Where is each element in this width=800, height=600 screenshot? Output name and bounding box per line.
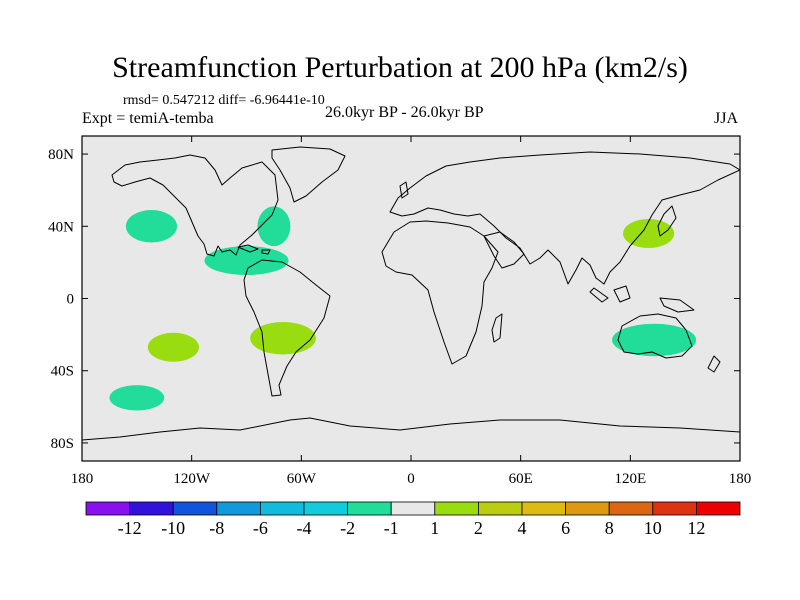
coastline-south-america xyxy=(243,259,331,397)
coastline-britain xyxy=(399,181,409,199)
coastline-africa xyxy=(381,220,499,365)
season-label: JJA xyxy=(714,110,739,127)
coastline-antarctica xyxy=(82,417,740,441)
chart-title: Streamfunction Perturbation at 200 hPa (… xyxy=(112,51,688,84)
anomaly-south-america-high xyxy=(250,321,316,355)
colorbar-label: -10 xyxy=(161,518,186,538)
colorbar-box xyxy=(434,501,479,516)
x-tick-label: 0 xyxy=(407,471,415,487)
anomaly-north-pacific-low xyxy=(125,210,178,243)
colorbar-box xyxy=(259,501,305,516)
colorbar-label: -8 xyxy=(209,518,225,538)
colorbar-box xyxy=(390,501,436,516)
x-tick-label: 180 xyxy=(71,471,94,487)
x-tick-label: 120W xyxy=(173,471,211,487)
colorbar-label: 6 xyxy=(561,518,571,538)
x-tick-label: 60E xyxy=(509,471,533,487)
coastline-cuba xyxy=(237,244,259,253)
colorbar-box xyxy=(172,501,218,516)
coastline-sumatra xyxy=(589,287,609,303)
coastline-hispaniola xyxy=(261,249,271,255)
anomaly-south-pacific-high xyxy=(147,332,199,362)
map-frame xyxy=(81,135,741,462)
colorbar-box xyxy=(347,501,392,516)
anomaly-north-atlantic-low xyxy=(257,206,291,247)
y-tick-label: 40N xyxy=(48,219,74,235)
colorbar-box xyxy=(216,501,261,516)
colorbar-label: -12 xyxy=(117,518,142,538)
colorbar-label: 12 xyxy=(687,518,706,538)
coastline-eurasia xyxy=(389,151,740,285)
colorbar-box xyxy=(608,501,654,516)
coastline-north-america xyxy=(111,154,279,257)
y-tick-label: 80S xyxy=(51,436,74,452)
colorbar-box xyxy=(652,501,697,516)
anomaly-east-asia-high xyxy=(623,219,675,248)
coastline-new-zealand xyxy=(707,355,721,373)
x-tick-label: 120E xyxy=(614,471,646,487)
colorbar-label: 2 xyxy=(473,518,483,538)
coastline-new-guinea xyxy=(659,297,695,313)
x-tick-label: 60W xyxy=(287,471,317,487)
colorbar-label: 8 xyxy=(604,518,614,538)
anomaly-caribbean-low xyxy=(204,246,289,276)
period-label: 26.0kyr BP - 26.0kyr BP xyxy=(325,104,484,121)
map-background xyxy=(82,136,740,461)
colorbar-box xyxy=(85,501,130,516)
colorbar-label: -2 xyxy=(340,518,356,538)
anomaly-south-pacific-low xyxy=(109,385,165,411)
colorbar-box xyxy=(129,501,174,516)
coastline-arabia xyxy=(483,231,525,269)
colorbar-box xyxy=(696,501,741,516)
colorbar-box xyxy=(303,501,348,516)
colorbar-label: 1 xyxy=(430,518,440,538)
coastline-greenland xyxy=(271,146,346,203)
colorbar-box xyxy=(565,501,610,516)
coastline-japan xyxy=(657,205,677,237)
experiment-label: Expt = temiA-temba xyxy=(82,110,214,127)
colorbar-label: -6 xyxy=(252,518,268,538)
coastline-australia xyxy=(617,313,693,359)
y-tick-label: 0 xyxy=(67,292,75,308)
colorbar-label: 10 xyxy=(643,518,662,538)
y-tick-label: 80N xyxy=(48,147,74,163)
y-tick-label: 40S xyxy=(51,364,74,380)
anomaly-australia-low xyxy=(612,323,697,357)
x-tick-label: 180 xyxy=(729,471,752,487)
colorbar-label: -4 xyxy=(296,518,312,538)
coastline-borneo xyxy=(613,285,631,303)
colorbar-box xyxy=(521,501,566,516)
coastline-madagascar xyxy=(491,313,503,343)
colorbar-label: -1 xyxy=(383,518,399,538)
stats-text: rmsd= 0.547212 diff= -6.96441e-10 xyxy=(123,93,325,108)
colorbar-box xyxy=(477,501,523,516)
colorbar-label: 4 xyxy=(517,518,527,538)
